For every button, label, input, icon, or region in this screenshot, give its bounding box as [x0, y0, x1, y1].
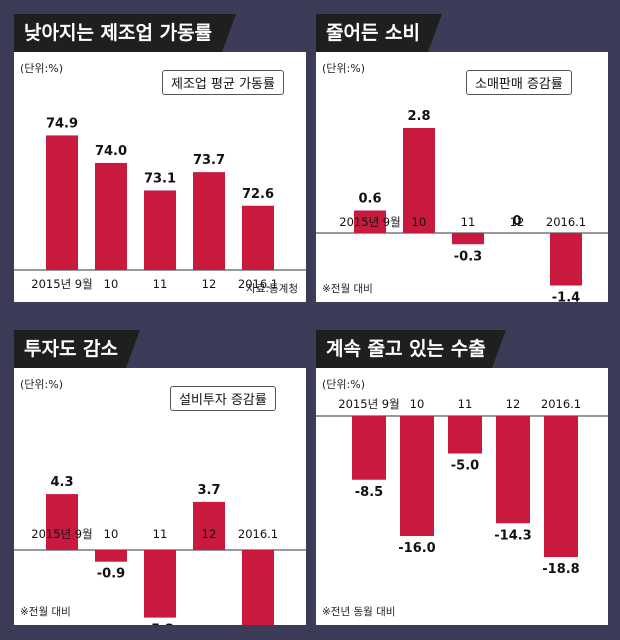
bar — [193, 501, 225, 550]
unit-label: (단위:%) — [322, 62, 365, 75]
bar — [144, 190, 176, 270]
bar — [144, 550, 176, 618]
category-label: 10 — [104, 277, 119, 291]
unit-label: (단위:%) — [322, 378, 365, 391]
data-label: 74.9 — [46, 116, 78, 131]
bar — [354, 210, 386, 233]
category-label: 10 — [410, 397, 425, 411]
category-label: 2016.1 — [546, 215, 586, 229]
data-label: 74.0 — [95, 144, 127, 159]
bar-chart: 74.9 2015년 9월 74.0 10 73.1 11 73.7 12 72.6 2016.1 — [14, 116, 306, 291]
category-label: 2015년 9월 — [31, 527, 92, 541]
bar — [452, 233, 484, 245]
category-label: 11 — [153, 527, 168, 541]
category-label: 2015년 9월 — [338, 397, 399, 411]
bar — [352, 416, 386, 480]
bar — [448, 416, 482, 454]
data-label: -8.5 — [355, 485, 383, 500]
data-label: 0.6 — [358, 192, 381, 207]
bar — [242, 550, 274, 625]
data-label: 3.7 — [197, 483, 220, 498]
chart-box: (단위:%) 제조업 평균 가동률 74.9 2015년 9월 74.0 10 73.1… — [14, 52, 306, 302]
category-label: 10 — [412, 215, 427, 229]
series-legend: 설비투자 증감률 — [170, 386, 276, 411]
data-label: -14.3 — [494, 528, 531, 543]
source-note: ※전년 동월 대비 — [322, 606, 396, 618]
data-label: 0 — [512, 214, 521, 229]
bar — [95, 162, 127, 270]
data-label: -5.2 — [146, 623, 174, 625]
unit-label: (단위:%) — [20, 62, 63, 75]
chart-title: 계속 줄고 있는 수출 — [316, 330, 506, 368]
bar-chart: -8.5 2015년 9월 -16.0 10 -5.0 11 -14.3 12 -18.8 201… — [316, 397, 608, 577]
bar — [403, 128, 435, 233]
data-label: 73.1 — [144, 171, 176, 186]
source-note: ※전월 대비 — [20, 606, 71, 618]
category-label: 11 — [153, 277, 168, 291]
bar — [46, 494, 78, 550]
category-label: 12 — [202, 527, 217, 541]
bar — [544, 416, 578, 557]
category-label: 12 — [506, 397, 521, 411]
chart-box: (단위:%) -8.5 2015년 9월 -16.0 10 -5.0 11 -14.3 12-… — [316, 368, 608, 625]
bar — [95, 550, 127, 562]
bar-chart: 0.6 2015년 9월 2.8 10 -0.3 11 012 -1.4 2016.1 — [316, 109, 608, 303]
category-label: 12 — [510, 215, 525, 229]
data-label: 4.3 — [50, 475, 73, 490]
category-label: 2016.1 — [238, 527, 278, 541]
bar — [400, 416, 434, 536]
category-label: 2016.1 — [238, 277, 278, 291]
source-note: ※전월 대비 — [322, 283, 373, 295]
series-legend: 제조업 평균 가동률 — [162, 70, 284, 95]
category-label: 2015년 9월 — [339, 215, 400, 229]
data-label: 73.7 — [193, 153, 225, 168]
chart-title: 낮아지는 제조업 가동률 — [14, 14, 236, 52]
data-label: 72.6 — [242, 187, 274, 202]
bar — [496, 416, 530, 524]
data-label: -0.3 — [454, 249, 482, 264]
data-label: -1.4 — [552, 291, 580, 303]
category-label: 2016.1 — [541, 397, 581, 411]
data-label: -0.9 — [97, 567, 125, 582]
data-label: -18.8 — [542, 562, 579, 577]
chart-box: (단위:%) 소매판매 증감률 0.6 2015년 9월 2.8 10 -0.3 11 0 1… — [316, 52, 608, 302]
category-label: 12 — [202, 277, 217, 291]
source-note: 자료:통계청 — [246, 283, 298, 295]
bar — [550, 233, 582, 286]
category-label: 11 — [458, 397, 473, 411]
series-legend: 소매판매 증감률 — [466, 70, 572, 95]
chart-box: (단위:%) 설비투자 증감률 4.3 2015년 9월 -0.9 10 -5.2 11 3… — [14, 368, 306, 625]
bar — [46, 135, 78, 270]
category-label: 2015년 9월 — [31, 277, 92, 291]
category-label: 11 — [461, 215, 476, 229]
bar — [242, 205, 274, 270]
chart-title: 투자도 감소 — [14, 330, 140, 368]
bar — [193, 172, 225, 270]
unit-label: (단위:%) — [20, 378, 63, 391]
category-label: 10 — [104, 527, 119, 541]
data-label: -5.0 — [451, 459, 479, 474]
data-label: 2.8 — [407, 109, 430, 124]
data-label: -16.0 — [398, 541, 435, 556]
chart-title: 줄어든 소비 — [316, 14, 442, 52]
